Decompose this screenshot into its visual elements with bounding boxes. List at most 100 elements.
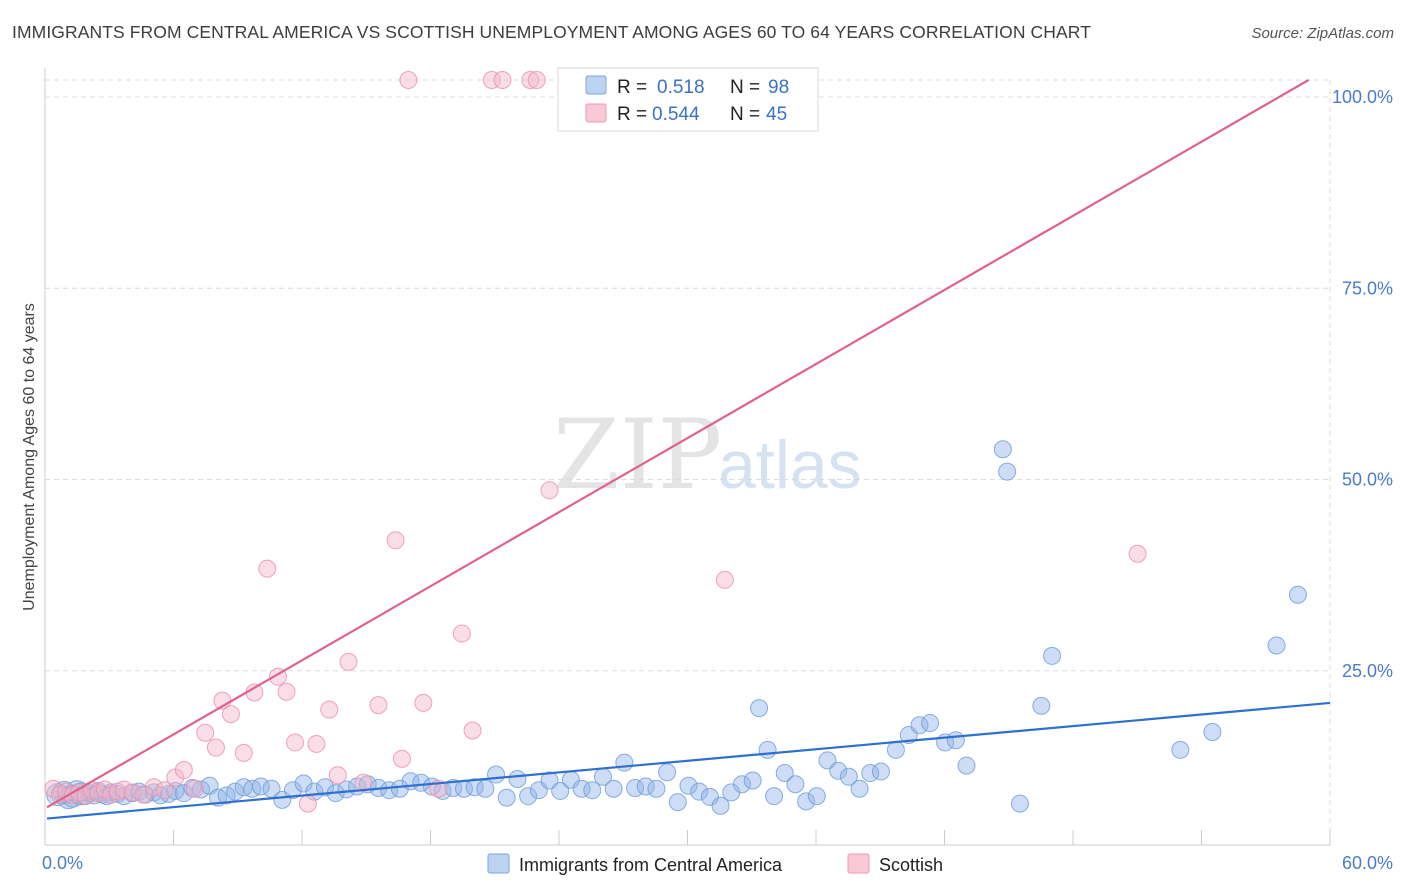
blue-point: [315, 778, 334, 797]
y-axis-label: Unemployment Among Ages 60 to 64 years: [21, 303, 38, 611]
blue-point: [604, 779, 623, 798]
pink-point: [540, 481, 559, 500]
legend-r-value-1: 0.518: [657, 77, 705, 98]
pink-point: [134, 785, 153, 804]
blue-point: [1203, 723, 1222, 742]
chart-title: IMMIGRANTS FROM CENTRAL AMERICA VS SCOTT…: [12, 22, 1091, 42]
y-tick-label: 75.0%: [1342, 278, 1393, 298]
pink-point: [320, 700, 339, 719]
blue-point: [765, 787, 784, 806]
blue-point: [679, 776, 698, 795]
pink-point: [493, 71, 512, 89]
pink-point: [354, 773, 373, 792]
pink-point: [463, 721, 482, 740]
pink-point: [174, 761, 193, 780]
blue-point: [476, 779, 495, 798]
y-tick-label: 25.0%: [1342, 661, 1393, 681]
legend-n-value-1: 98: [768, 77, 789, 98]
blue-point: [1267, 636, 1286, 655]
bottom-legend-swatch-pink: [847, 853, 870, 874]
blue-point: [743, 771, 762, 790]
pink-point: [399, 71, 418, 89]
blue-point: [519, 787, 538, 806]
blue-point: [998, 462, 1017, 481]
y-tick-label: 100.0%: [1332, 87, 1393, 107]
blue-point: [775, 764, 794, 783]
blue-point: [251, 777, 270, 796]
watermark-atlas: atlas: [718, 427, 862, 503]
blue-point: [508, 770, 527, 789]
blue-point: [174, 784, 193, 803]
blue-point: [1010, 794, 1029, 813]
blue-point: [1043, 646, 1062, 665]
x-tick-label: 60.0%: [1342, 853, 1393, 873]
blue-point: [191, 780, 210, 799]
blue-point: [797, 792, 816, 811]
blue-point: [1032, 696, 1051, 715]
pink-point: [482, 71, 501, 89]
bottom-legend-swatch-blue: [487, 853, 510, 874]
bottom-legend-label-1: Immigrants from Central America: [519, 855, 783, 875]
pink-point: [277, 682, 296, 701]
pink-point: [1128, 544, 1147, 563]
pink-point: [206, 738, 225, 757]
trend-layer: [46, 79, 1331, 820]
blue-point: [910, 716, 929, 735]
blue-point: [226, 782, 245, 801]
legend-swatch-blue: [585, 75, 607, 95]
blue-point: [993, 440, 1012, 459]
legend-n-value-2: 45: [766, 104, 787, 125]
pink-point: [258, 559, 277, 578]
pink-point: [369, 696, 388, 715]
pink-point: [298, 794, 317, 813]
blue-point: [871, 762, 890, 781]
pink-point: [123, 783, 142, 802]
pink-point: [307, 734, 326, 753]
pink-point: [339, 652, 358, 671]
blue-point: [668, 793, 687, 812]
legend-swatch-pink: [585, 103, 607, 123]
pink-point: [521, 71, 540, 89]
watermark-zip: ZIP: [553, 399, 722, 511]
blue-trend-line: [46, 701, 1331, 820]
blue-point: [337, 780, 356, 799]
blue-point: [957, 756, 976, 775]
pink-point: [155, 781, 174, 800]
pink-point: [286, 733, 305, 752]
pink-point: [185, 779, 204, 798]
legend-n-label-2: N =: [730, 104, 760, 125]
blue-point: [647, 779, 666, 798]
axis-layer: [44, 68, 1331, 846]
blue-point: [850, 779, 869, 798]
bottom-legend-label-2: Scottish: [879, 855, 943, 875]
legend-n-label-1: N =: [730, 77, 760, 98]
chart-source: Source: ZipAtlas.com: [1251, 25, 1394, 42]
blue-point: [551, 781, 570, 800]
blue-point: [283, 781, 302, 800]
legend-r-value-2: 0.544: [652, 104, 700, 125]
blue-point: [690, 782, 709, 801]
blue-point: [583, 781, 602, 800]
blue-point: [886, 740, 905, 759]
blue-point: [412, 773, 431, 792]
pink-point: [414, 693, 433, 712]
blue-point: [750, 699, 769, 718]
blue-point: [946, 731, 965, 750]
legend-box: R = 0.518 N = 98 R = 0.544 N = 45: [557, 67, 819, 132]
blue-point: [921, 714, 940, 733]
legend-r-label-2: R =: [617, 104, 647, 125]
legend-r-label-1: R =: [617, 77, 647, 98]
pink-point: [221, 705, 240, 724]
blue-point: [732, 775, 751, 794]
pink-point: [328, 766, 347, 785]
blue-point: [615, 753, 634, 772]
bottom-legend: Immigrants from Central America Scottish: [487, 853, 943, 875]
pink-point: [386, 531, 405, 550]
blue-point: [487, 765, 506, 784]
points-layer: [44, 71, 1307, 815]
blue-point: [497, 788, 516, 807]
blue-point: [658, 763, 677, 782]
blue-point: [1171, 740, 1190, 759]
pink-point: [527, 71, 546, 89]
